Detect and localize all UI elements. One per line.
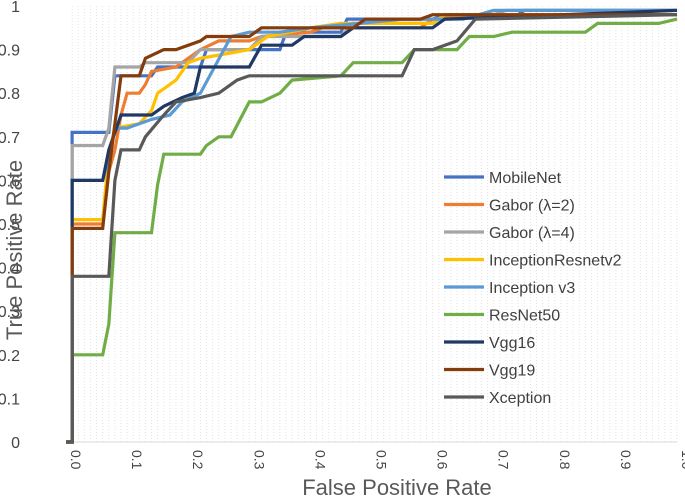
legend-label: Vgg19	[489, 363, 535, 380]
legend-label: Inception v3	[489, 280, 575, 297]
y-tick-label: 0.9	[0, 43, 20, 60]
series-line-xception	[66, 13, 678, 444]
x-tick-label: 0.1	[129, 450, 145, 470]
series-line-vgg19	[66, 13, 677, 444]
x-tick-label: 1.0	[679, 450, 685, 470]
y-tick-label: 0.5	[0, 217, 20, 234]
x-tick-label: 0.2	[190, 450, 206, 470]
legend-label: Vgg16	[489, 335, 535, 352]
x-tick-label: 0.7	[496, 450, 512, 470]
y-tick-label: 0.6	[0, 173, 20, 190]
y-tick-label: 0.1	[0, 391, 20, 408]
x-tick-label: 0.5	[374, 450, 390, 470]
legend-label: InceptionResnetv2	[489, 253, 622, 270]
x-axis-title: False Positive Rate	[302, 475, 492, 500]
y-tick-label: 1	[11, 0, 20, 16]
x-tick-label: 0.0	[68, 450, 84, 470]
legend-label: ResNet50	[489, 308, 560, 325]
legend-label: Gabor (λ=4)	[489, 225, 575, 242]
y-tick-label: 0.2	[0, 348, 20, 365]
x-tick-label: 0.4	[312, 450, 328, 470]
x-tick-label: 0.9	[618, 450, 634, 470]
y-tick-label: 0	[11, 435, 20, 452]
y-tick-label: 0.3	[0, 304, 20, 321]
gridlines	[71, 6, 678, 442]
x-tick-label: 0.8	[557, 450, 573, 470]
series-line-resnet50	[66, 17, 678, 444]
y-tick-labels: 0 0.1 0.2 0.3 0.4 0.5 0.6 0.7 0.8 0.9 1	[0, 0, 20, 452]
y-tick-label: 0.7	[0, 130, 20, 147]
legend-label: Xception	[489, 390, 551, 407]
y-tick-label: 0.4	[0, 261, 20, 278]
legend: MobileNet Gabor (λ=2) Gabor (λ=4) Inception…	[444, 170, 622, 407]
y-axis-title: True Positive Rate	[2, 160, 27, 340]
x-tick-label: 0.6	[435, 450, 451, 470]
series-lines	[66, 8, 678, 444]
x-tick-labels: 0.0 0.1 0.2 0.3 0.4 0.5 0.6 0.7 0.8 0.9 1.0	[68, 450, 685, 470]
x-tick-label: 0.3	[251, 450, 267, 470]
legend-label: Gabor (λ=2)	[489, 198, 575, 215]
legend-label: MobileNet	[489, 170, 562, 187]
y-tick-label: 0.8	[0, 86, 20, 103]
